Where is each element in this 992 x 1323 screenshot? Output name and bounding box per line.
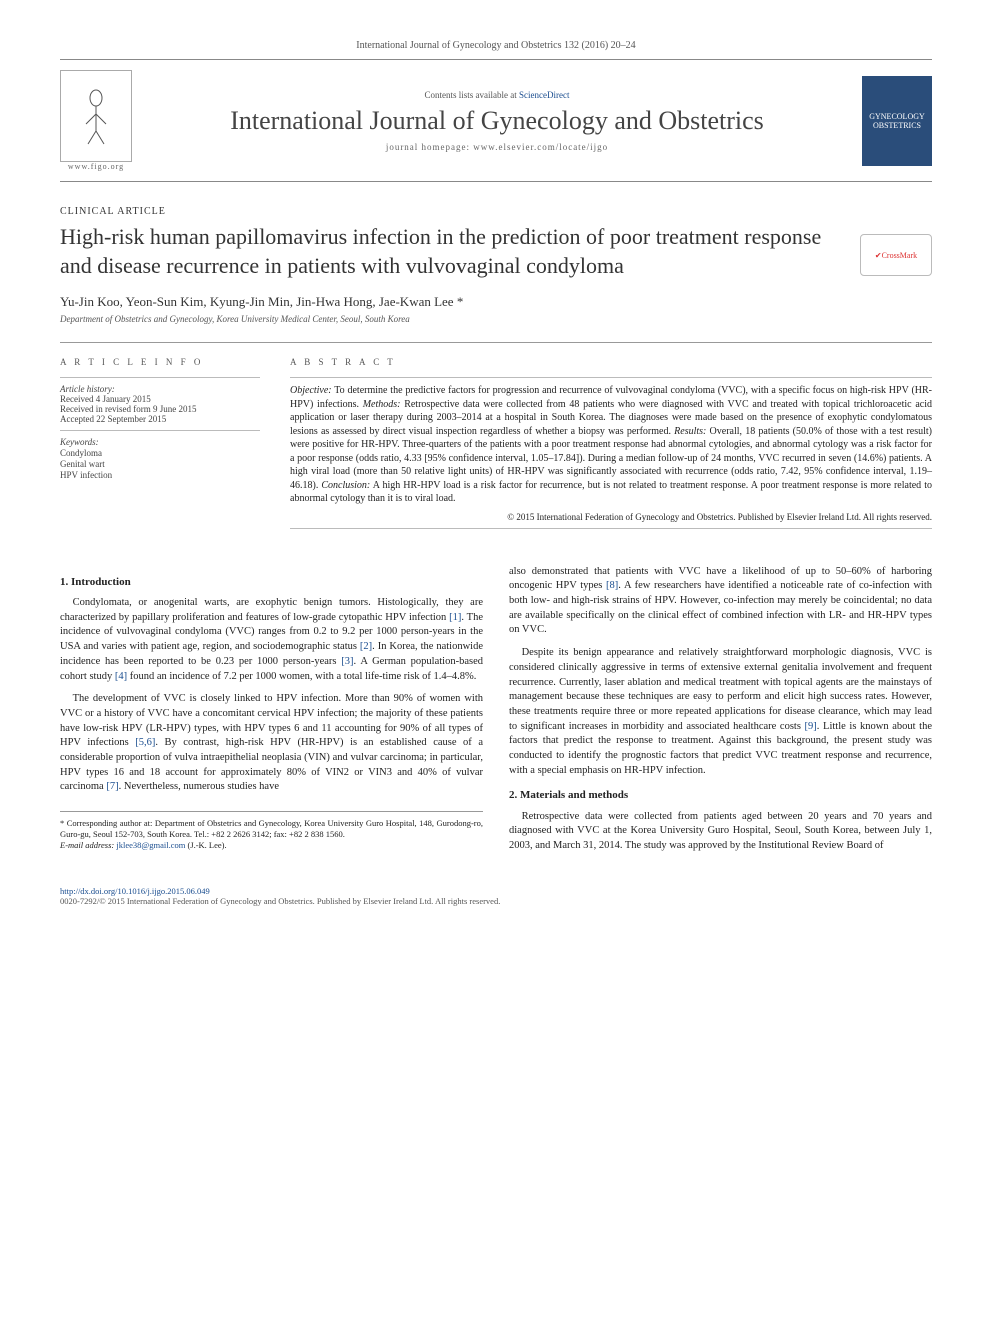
keyword-item: Genital wart [60, 459, 260, 469]
authors-line: Yu-Jin Koo, Yeon-Sun Kim, Kyung-Jin Min,… [60, 294, 932, 310]
ref-link[interactable]: [2] [360, 641, 372, 652]
email-footnote: E-mail address: jklee38@gmail.com (J.-K.… [60, 840, 483, 851]
homepage-url[interactable]: www.elsevier.com/locate/ijgo [473, 142, 608, 152]
body-paragraph: also demonstrated that patients with VVC… [509, 565, 932, 638]
figo-logo-block: www.figo.org [60, 70, 132, 171]
keyword-item: HPV infection [60, 470, 260, 480]
ref-link[interactable]: [1] [449, 612, 461, 623]
ref-link[interactable]: [5,6] [135, 737, 155, 748]
objective-label: Objective: [290, 385, 332, 396]
crossmark-badge[interactable]: ✔ CrossMark [860, 234, 932, 276]
keywords-label: Keywords: [60, 437, 260, 447]
article-type: CLINICAL ARTICLE [60, 206, 932, 217]
revised-date: Received in revised form 9 June 2015 [60, 404, 260, 414]
abstract-text: Objective: To determine the predictive f… [290, 384, 932, 506]
journal-bar: www.figo.org Contents lists available at… [60, 59, 932, 182]
info-divider [60, 430, 260, 431]
sciencedirect-link[interactable]: ScienceDirect [519, 90, 569, 100]
crossmark-icon: ✔ [875, 251, 882, 260]
article-info-col: A R T I C L E I N F O Article history: R… [60, 357, 260, 535]
article-title: High-risk human papillomavirus infection… [60, 223, 840, 280]
history-label: Article history: [60, 384, 260, 394]
intro-heading: 1. Introduction [60, 575, 483, 590]
intro-paragraph: Condylomata, or anogenital warts, are ex… [60, 596, 483, 684]
keyword-item: Condyloma [60, 448, 260, 458]
ref-link[interactable]: [3] [341, 656, 353, 667]
corresponding-footnote: * Corresponding author at: Department of… [60, 818, 483, 840]
abstract-heading: A B S T R A C T [290, 357, 932, 367]
citation-text: International Journal of Gynecology and … [356, 40, 635, 51]
methods-label: Methods: [363, 399, 401, 410]
figo-logo-icon [60, 70, 132, 162]
page-footer: http://dx.doi.org/10.1016/j.ijgo.2015.06… [60, 886, 932, 906]
received-date: Received 4 January 2015 [60, 394, 260, 404]
citation-header: International Journal of Gynecology and … [60, 40, 932, 51]
body-paragraph: Despite its benign appearance and relati… [509, 646, 932, 778]
ref-link[interactable]: [4] [115, 671, 127, 682]
journal-name: International Journal of Gynecology and … [148, 106, 846, 136]
ref-link[interactable]: [9] [805, 721, 817, 732]
intro-paragraph: The development of VVC is closely linked… [60, 692, 483, 795]
methods-paragraph: Retrospective data were collected from p… [509, 810, 932, 854]
accepted-date: Accepted 22 September 2015 [60, 414, 260, 424]
figo-url[interactable]: www.figo.org [60, 162, 132, 171]
methods-heading: 2. Materials and methods [509, 788, 932, 803]
ref-link[interactable]: [7] [106, 781, 118, 792]
keywords-list: Condyloma Genital wart HPV infection [60, 448, 260, 480]
conclusion-label: Conclusion: [321, 480, 370, 491]
footnote-block: * Corresponding author at: Department of… [60, 811, 483, 851]
homepage-line: journal homepage: www.elsevier.com/locat… [148, 142, 846, 152]
abstract-col: A B S T R A C T Objective: To determine … [290, 357, 932, 535]
issn-line: 0020-7292/© 2015 International Federatio… [60, 896, 500, 906]
affiliation-line: Department of Obstetrics and Gynecology,… [60, 314, 932, 324]
info-divider [60, 377, 260, 378]
article-info-heading: A R T I C L E I N F O [60, 357, 260, 367]
journal-center: Contents lists available at ScienceDirec… [148, 90, 846, 152]
journal-cover-icon: GYNECOLOGY OBSTETRICS [862, 76, 932, 166]
info-abstract-row: A R T I C L E I N F O Article history: R… [60, 342, 932, 535]
email-link[interactable]: jklee38@gmail.com [116, 840, 185, 850]
abstract-divider [290, 528, 932, 529]
results-label: Results: [674, 426, 706, 437]
contents-line: Contents lists available at ScienceDirec… [148, 90, 846, 100]
abstract-copyright: © 2015 International Federation of Gynec… [290, 512, 932, 522]
body-columns: 1. Introduction Condylomata, or anogenit… [60, 565, 932, 857]
doi-link[interactable]: http://dx.doi.org/10.1016/j.ijgo.2015.06… [60, 886, 210, 896]
abstract-divider [290, 377, 932, 378]
ref-link[interactable]: [8] [606, 580, 618, 591]
